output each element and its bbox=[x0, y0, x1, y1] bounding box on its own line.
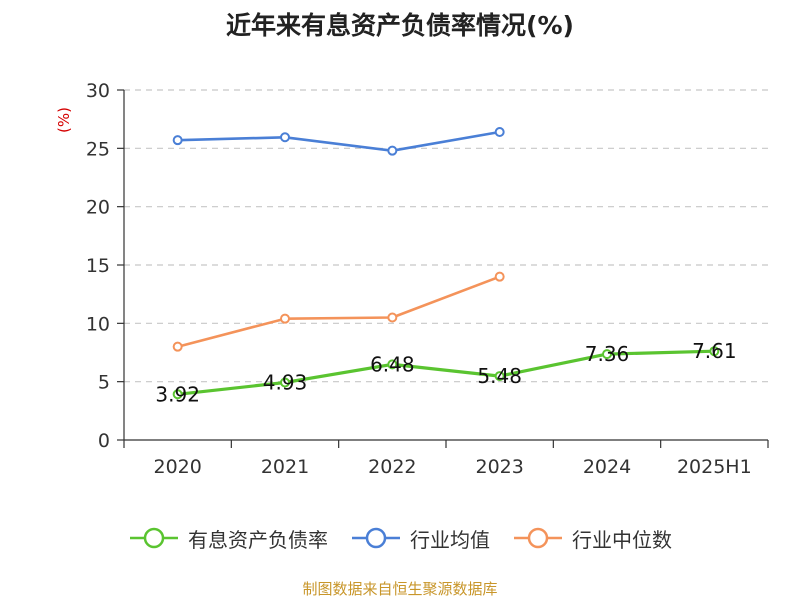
data-point-series-2 bbox=[494, 127, 505, 137]
data-source-note: 制图数据来自恒生聚源数据库 bbox=[302, 580, 498, 598]
data-point-series-2 bbox=[280, 132, 290, 143]
x-tick-label: 2020 bbox=[153, 456, 201, 478]
data-label: 4.93 bbox=[263, 370, 308, 394]
legend: 有息资产负债率 行业均值 行业中位数 bbox=[0, 520, 800, 556]
legend-item-3[interactable]: 行业中位数 bbox=[512, 524, 672, 553]
data-label: 7.36 bbox=[585, 342, 630, 366]
legend-item-1[interactable]: 有息资产负债率 bbox=[128, 524, 328, 553]
data-point-series-2 bbox=[172, 135, 183, 146]
data-label: 7.61 bbox=[692, 339, 737, 363]
y-tick-label: 5 bbox=[98, 372, 110, 394]
legend-label: 有息资产负债率 bbox=[188, 527, 328, 552]
data-point-series-1 bbox=[494, 371, 505, 382]
y-tick-label: 30 bbox=[86, 80, 110, 102]
data-point-series-3 bbox=[172, 341, 183, 352]
data-point-series-1 bbox=[709, 346, 720, 357]
x-tick-label: 2022 bbox=[368, 456, 416, 478]
data-point-series-2 bbox=[387, 145, 398, 156]
series-line-3 bbox=[177, 275, 501, 348]
x-tick-label: 2025H1 bbox=[677, 456, 752, 478]
series-line-2 bbox=[177, 130, 500, 152]
chart-title: 近年来有息资产负债率情况(%) bbox=[226, 11, 574, 40]
data-point-series-1 bbox=[602, 349, 612, 360]
legend-label: 行业均值 bbox=[410, 527, 490, 552]
data-point-series-1 bbox=[387, 359, 398, 370]
x-tick-label: 2021 bbox=[261, 456, 309, 478]
data-point-series-1 bbox=[172, 389, 183, 400]
series-line-1 bbox=[177, 349, 715, 396]
data-point-series-3 bbox=[387, 312, 398, 323]
data-label: 5.48 bbox=[477, 364, 522, 388]
data-point-series-3 bbox=[280, 313, 290, 324]
legend-marker-icon bbox=[514, 527, 562, 549]
legend-label: 行业中位数 bbox=[572, 527, 672, 552]
x-tick-label: 2023 bbox=[475, 456, 523, 478]
y-tick-label: 25 bbox=[86, 138, 110, 160]
y-tick-label: 0 bbox=[98, 430, 110, 452]
legend-item-2[interactable]: 行业均值 bbox=[350, 524, 490, 553]
y-tick-label: 10 bbox=[86, 313, 110, 335]
data-point-series-1 bbox=[280, 377, 290, 388]
y-tick-label: 20 bbox=[86, 197, 110, 219]
data-label: 3.92 bbox=[155, 382, 200, 406]
y-tick-label: 15 bbox=[86, 255, 110, 277]
x-tick-label: 2024 bbox=[583, 456, 631, 478]
data-label: 6.48 bbox=[370, 352, 415, 376]
legend-marker-icon bbox=[352, 527, 400, 549]
data-point-series-3 bbox=[494, 271, 505, 282]
legend-marker-icon bbox=[130, 527, 178, 549]
